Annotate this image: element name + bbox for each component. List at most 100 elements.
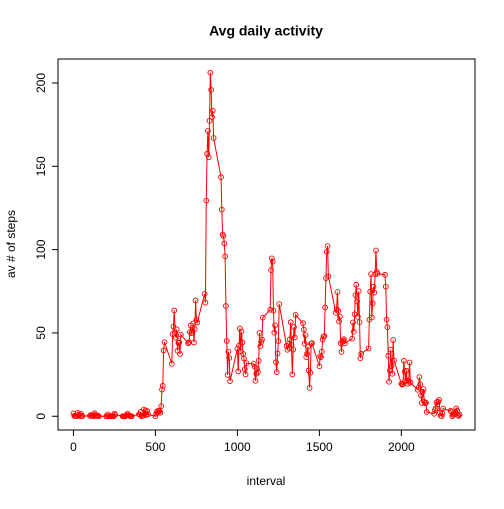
data-point [209, 107, 216, 114]
data-point [205, 154, 212, 161]
data-point [403, 367, 410, 374]
data-point [352, 292, 359, 298]
data-point [177, 331, 184, 338]
data-point [223, 338, 230, 344]
data-point [300, 320, 306, 327]
data-point [272, 322, 278, 329]
data-point [222, 253, 228, 260]
data-point [203, 197, 210, 204]
data-point [191, 326, 198, 332]
data-point [225, 348, 232, 355]
data-point [316, 363, 323, 370]
data-point [192, 297, 199, 304]
data-point [235, 368, 242, 375]
data-point [333, 306, 340, 313]
data-point [367, 288, 374, 295]
data-point [407, 379, 414, 386]
data-point [287, 336, 293, 343]
data-point [368, 271, 374, 277]
data-point [289, 371, 296, 378]
data-point [271, 329, 278, 336]
data-point [111, 410, 118, 417]
data-point [390, 337, 397, 343]
data-point [301, 340, 308, 347]
data-point [415, 384, 422, 391]
data-point [325, 273, 332, 280]
data-point [243, 360, 250, 366]
data-point [287, 319, 294, 326]
data-point [190, 320, 196, 327]
data-point [255, 357, 262, 364]
data-point [193, 317, 200, 323]
data-point [220, 233, 227, 239]
data-point [440, 405, 447, 412]
data-point [237, 325, 243, 332]
data-point [218, 206, 225, 213]
data-point [374, 270, 381, 277]
data-point [270, 307, 277, 314]
data-point [291, 334, 298, 341]
data-point [158, 403, 165, 409]
data-point [238, 328, 245, 335]
data-point [202, 299, 209, 306]
data-point [306, 384, 313, 391]
data-point [305, 343, 311, 350]
data-point [96, 413, 102, 420]
data-point [386, 378, 392, 385]
data-point [340, 337, 346, 344]
data-point [176, 339, 183, 346]
data-point [349, 335, 356, 342]
plot-box [57, 58, 476, 431]
data-point [168, 360, 175, 367]
data-point [300, 326, 307, 333]
data-point [194, 319, 201, 326]
x-tick-label: 0 [70, 440, 77, 454]
data-point [423, 409, 430, 415]
data-point [369, 300, 376, 307]
y-tick-label: 100 [34, 239, 48, 259]
data-point [273, 369, 280, 375]
data-point [304, 350, 310, 357]
data-point [321, 333, 328, 339]
data-point [204, 150, 210, 157]
data-point [335, 308, 342, 314]
data-point [236, 342, 242, 349]
data-point [285, 341, 292, 347]
data-point [252, 377, 259, 384]
data-point [368, 314, 375, 321]
data-point [355, 313, 361, 320]
y-tick-label: 50 [34, 326, 48, 340]
y-tick-label: 150 [34, 156, 48, 176]
data-point [322, 304, 328, 311]
data-point [112, 411, 119, 418]
data-point [273, 359, 279, 366]
data-point [303, 354, 310, 360]
data-point [223, 303, 229, 309]
data-point [318, 348, 325, 355]
data-point [350, 328, 357, 335]
data-point [324, 243, 331, 249]
data-point [382, 283, 389, 290]
data-point [173, 326, 180, 333]
data-point [160, 347, 167, 354]
data-point [226, 355, 233, 361]
data-point [371, 289, 378, 296]
data-point [201, 291, 208, 297]
data-point [209, 114, 215, 120]
data-point [419, 388, 426, 395]
data-point [173, 334, 179, 341]
x-axis-label: interval [247, 474, 286, 488]
data-point [171, 307, 178, 314]
data-point [259, 314, 266, 321]
data-point [323, 248, 330, 255]
data-point [145, 411, 151, 418]
data-point [227, 378, 233, 384]
data-point [291, 324, 297, 330]
x-tick-label: 2000 [388, 440, 415, 454]
data-point [250, 361, 257, 367]
data-point [256, 330, 263, 336]
data-point [284, 346, 291, 353]
data-point [391, 357, 397, 364]
data-point [341, 336, 347, 343]
